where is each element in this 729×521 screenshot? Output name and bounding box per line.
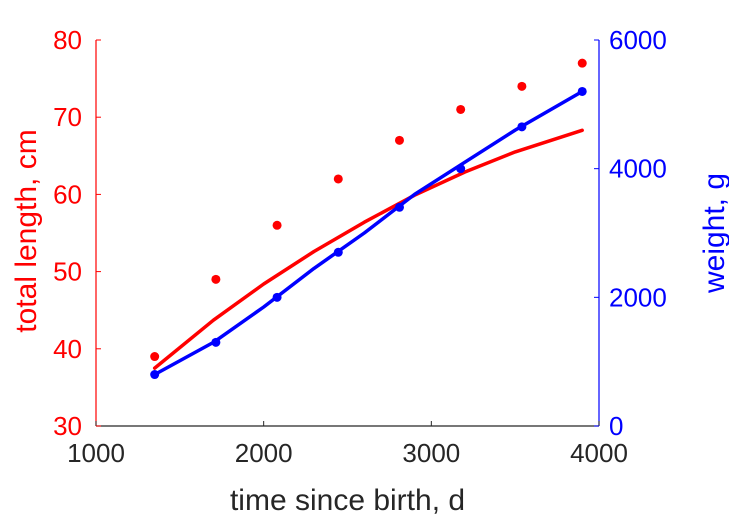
right-y-tick-label: 4000 (609, 154, 667, 184)
left-y-tick-label: 80 (53, 25, 82, 55)
right-y-tick-label: 2000 (609, 282, 667, 312)
left-y-tick-label: 70 (53, 102, 82, 132)
weight-data-point (517, 122, 527, 132)
right-y-tick-label: 6000 (609, 25, 667, 55)
weight-fit-line (152, 89, 584, 377)
left-y-axis-label: total length, cm (10, 129, 43, 332)
length-data-point (333, 174, 343, 184)
length-data-point (394, 135, 404, 145)
weight-data-point (394, 202, 404, 212)
right-y-tick-label: 0 (609, 411, 623, 441)
weight-data-point (456, 164, 466, 174)
length-data-point (150, 352, 160, 362)
x-tick-label: 2000 (235, 438, 293, 468)
weight-data-point (211, 337, 221, 347)
axes-group (95, 40, 600, 427)
length-data-point (456, 104, 466, 114)
length-data-point (517, 81, 527, 91)
right-y-axis-label: weight, g (698, 173, 729, 294)
left-y-tick-label: 50 (53, 257, 82, 287)
left-y-tick-label: 30 (53, 411, 82, 441)
length-data-point (577, 58, 587, 68)
weight-data-point (577, 86, 587, 96)
length-data-point (211, 274, 221, 284)
series-group (150, 58, 587, 380)
length-data-point (272, 220, 282, 230)
left-y-tick-label: 60 (53, 179, 82, 209)
x-tick-label: 4000 (570, 438, 628, 468)
x-axis-label: time since birth, d (230, 484, 465, 517)
x-tick-label: 3000 (402, 438, 460, 468)
left-y-tick-label: 40 (53, 334, 82, 364)
weight-data-point (272, 292, 282, 302)
weight-data-point (333, 247, 343, 257)
length-fit-line (152, 128, 584, 370)
ticks-group: 1000 2000 3000 4000 30 40 50 60 70 80 0 2000 4000 600… (53, 25, 667, 468)
weight-data-point (150, 370, 160, 380)
x-tick-label: 1000 (67, 438, 125, 468)
